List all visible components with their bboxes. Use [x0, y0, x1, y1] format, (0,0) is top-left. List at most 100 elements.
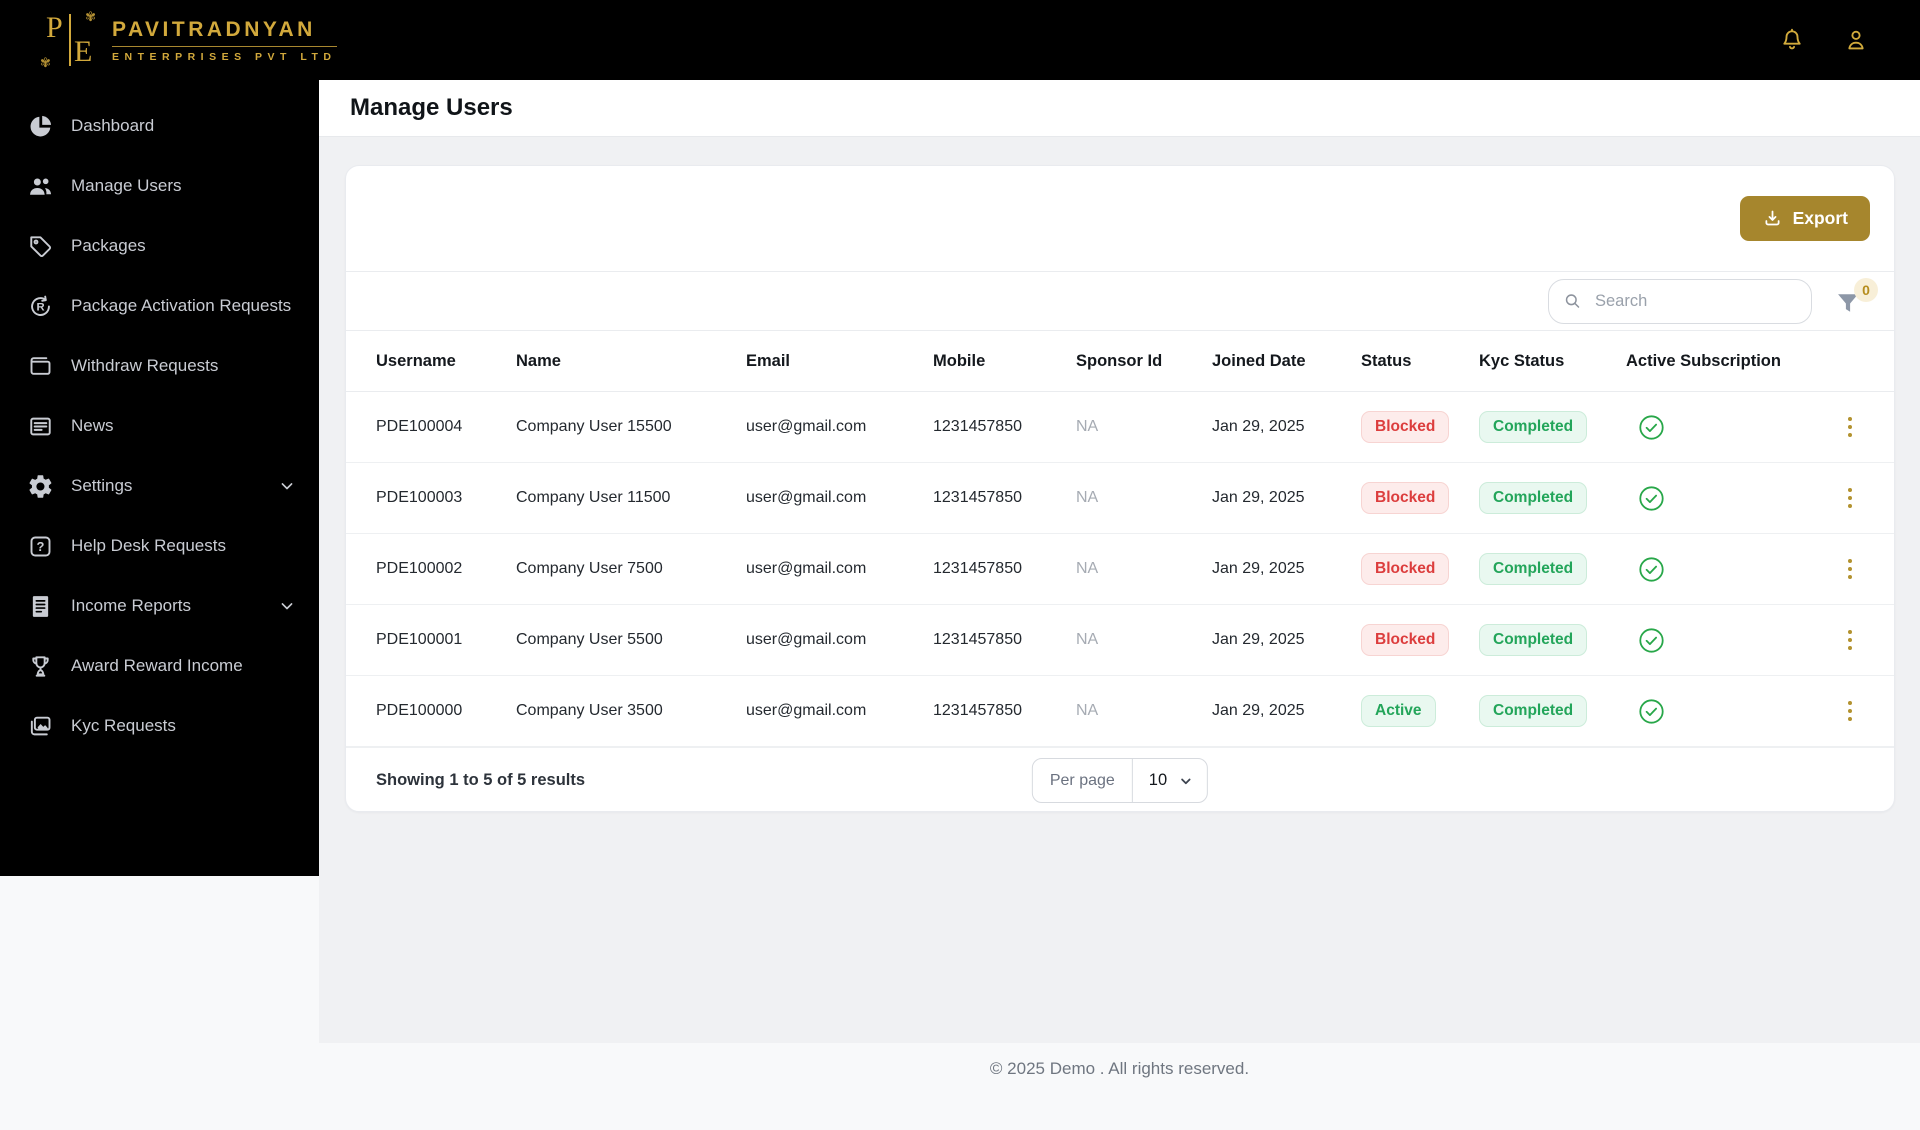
- help-icon: ?: [27, 533, 54, 560]
- sidebar-item-label: Income Reports: [71, 596, 191, 616]
- cell-name: Company User 3500: [516, 702, 663, 719]
- search-input[interactable]: [1548, 278, 1812, 324]
- table-row: PDE100004 Company User 15500 user@gmail.…: [346, 392, 1894, 463]
- export-toolbar: Export: [346, 166, 1894, 272]
- chevron-down-icon: [1177, 772, 1195, 790]
- sidebar-item-help-desk-requests[interactable]: ? Help Desk Requests: [0, 516, 319, 576]
- column-header-sponsor_id: Sponsor Id: [1076, 351, 1163, 370]
- row-actions-kebab-icon[interactable]: [1842, 411, 1859, 444]
- sidebar-item-label: Withdraw Requests: [71, 356, 219, 376]
- cell-name: Company User 5500: [516, 631, 663, 648]
- cell-mobile: 1231457850: [933, 702, 1022, 719]
- cell-username: PDE100003: [376, 489, 463, 506]
- cell-mobile: 1231457850: [933, 560, 1022, 577]
- sidebar-item-label: Help Desk Requests: [71, 536, 226, 556]
- filter-count-badge: 0: [1854, 278, 1878, 302]
- sidebar-item-label: Kyc Requests: [71, 716, 176, 736]
- row-actions-kebab-icon[interactable]: [1842, 624, 1859, 657]
- user-profile-icon[interactable]: [1842, 26, 1870, 54]
- logo-mark-icon: ✾ P E ✾: [40, 9, 96, 70]
- cell-sponsor-id: NA: [1076, 418, 1099, 435]
- cell-joined-date: Jan 29, 2025: [1212, 702, 1305, 719]
- active-subscription-check-icon: [1638, 698, 1665, 725]
- filter-funnel-icon[interactable]: 0: [1834, 278, 1878, 319]
- activation-icon: R: [27, 293, 54, 320]
- title-bar: Manage Users: [319, 80, 1920, 137]
- status-badge: Blocked: [1361, 553, 1450, 585]
- table-body: PDE100004 Company User 15500 user@gmail.…: [346, 392, 1894, 747]
- cell-sponsor-id: NA: [1076, 489, 1099, 506]
- export-button[interactable]: Export: [1739, 196, 1870, 241]
- brand-subtitle: ENTERPRISES PVT LTD: [112, 50, 337, 63]
- cell-mobile: 1231457850: [933, 631, 1022, 648]
- sidebar-item-manage-users[interactable]: Manage Users: [0, 156, 319, 216]
- search-box: [1548, 278, 1812, 324]
- cell-email: user@gmail.com: [746, 631, 867, 648]
- cell-name: Company User 7500: [516, 560, 663, 577]
- sidebar-item-withdraw-requests[interactable]: Withdraw Requests: [0, 336, 319, 396]
- download-icon: [1762, 208, 1783, 229]
- cell-username: PDE100000: [376, 702, 463, 719]
- gear-icon: [27, 473, 54, 500]
- cell-mobile: 1231457850: [933, 418, 1022, 435]
- kyc-status-badge: Completed: [1479, 411, 1588, 443]
- wallet-icon: [27, 353, 54, 380]
- active-subscription-check-icon: [1638, 485, 1665, 512]
- sidebar-item-packages[interactable]: Packages: [0, 216, 319, 276]
- kyc-status-badge: Completed: [1479, 482, 1588, 514]
- sidebar-item-label: News: [71, 416, 114, 436]
- status-badge: Blocked: [1361, 624, 1450, 656]
- chevron-down-icon: [277, 596, 297, 616]
- notification-bell-icon[interactable]: [1778, 26, 1806, 54]
- per-page-label: Per page: [1049, 771, 1115, 789]
- cell-email: user@gmail.com: [746, 489, 867, 506]
- cell-name: Company User 15500: [516, 418, 672, 435]
- sidebar-item-package-activation-requests[interactable]: R Package Activation Requests: [0, 276, 319, 336]
- sidebar-navigation: Dashboard Manage Users Packages R Packag…: [0, 80, 319, 876]
- cell-name: Company User 11500: [516, 489, 671, 506]
- sidebar-item-dashboard[interactable]: Dashboard: [0, 96, 319, 156]
- cell-joined-date: Jan 29, 2025: [1212, 418, 1305, 435]
- per-page-value: 10: [1148, 771, 1168, 789]
- cell-username: PDE100002: [376, 560, 463, 577]
- per-page-select[interactable]: Per page 10: [1031, 758, 1209, 803]
- report-icon: [27, 593, 54, 620]
- column-header-joined_date: Joined Date: [1212, 351, 1306, 370]
- sidebar-item-label: Settings: [71, 476, 133, 496]
- svg-text:?: ?: [37, 539, 45, 554]
- topbar-actions: [1778, 26, 1920, 54]
- search-toolbar: 0: [346, 272, 1894, 330]
- row-actions-kebab-icon[interactable]: [1842, 695, 1859, 728]
- cell-joined-date: Jan 29, 2025: [1212, 489, 1305, 506]
- kyc-status-badge: Completed: [1479, 553, 1588, 585]
- cell-joined-date: Jan 29, 2025: [1212, 631, 1305, 648]
- cell-email: user@gmail.com: [746, 560, 867, 577]
- cell-email: user@gmail.com: [746, 702, 867, 719]
- table-row: PDE100002 Company User 7500 user@gmail.c…: [346, 534, 1894, 605]
- active-subscription-check-icon: [1638, 627, 1665, 654]
- page-title: Manage Users: [350, 94, 513, 121]
- page-footer: © 2025 Demo . All rights reserved.: [319, 1043, 1920, 1130]
- users-icon: [27, 173, 54, 200]
- chevron-down-icon: [277, 476, 297, 496]
- table-row: PDE100003 Company User 11500 user@gmail.…: [346, 463, 1894, 534]
- sidebar-item-label: Packages: [71, 236, 146, 256]
- table-row: PDE100001 Company User 5500 user@gmail.c…: [346, 605, 1894, 676]
- cell-joined-date: Jan 29, 2025: [1212, 560, 1305, 577]
- row-actions-kebab-icon[interactable]: [1842, 553, 1859, 586]
- sidebar-item-award-reward-income[interactable]: Award Reward Income: [0, 636, 319, 696]
- sidebar-item-settings[interactable]: Settings: [0, 456, 319, 516]
- sidebar-item-news[interactable]: News: [0, 396, 319, 456]
- pagination-bar: Showing 1 to 5 of 5 results Per page 10: [346, 747, 1894, 811]
- status-badge: Blocked: [1361, 411, 1450, 443]
- sidebar-item-kyc-requests[interactable]: Kyc Requests: [0, 696, 319, 756]
- tag-icon: [27, 233, 54, 260]
- brand-logo[interactable]: ✾ P E ✾ PAVITRADNYAN ENTERPRISES PVT LTD: [0, 9, 337, 70]
- results-summary: Showing 1 to 5 of 5 results: [376, 771, 586, 789]
- column-header-email: Email: [746, 351, 791, 370]
- dashboard-icon: [27, 113, 54, 140]
- sidebar-item-income-reports[interactable]: Income Reports: [0, 576, 319, 636]
- cell-mobile: 1231457850: [933, 489, 1022, 506]
- row-actions-kebab-icon[interactable]: [1842, 482, 1859, 515]
- news-icon: [27, 413, 54, 440]
